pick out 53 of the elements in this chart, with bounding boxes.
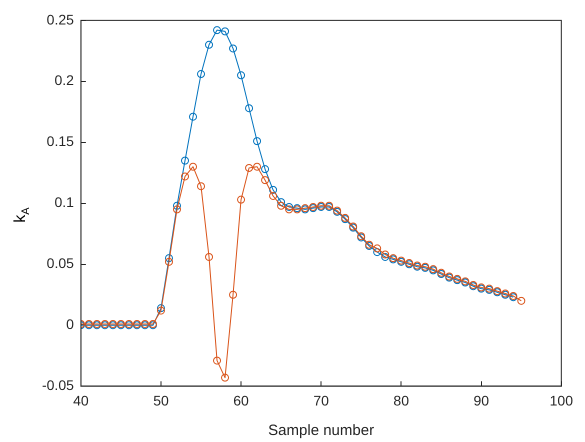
point [245, 104, 254, 112]
point [205, 252, 214, 261]
y-tick-label: 0.15 [46, 133, 74, 150]
point [156, 306, 165, 315]
point [164, 254, 173, 262]
point [221, 374, 230, 382]
point [261, 176, 270, 184]
point [205, 40, 214, 49]
y-tick-label: 0.2 [54, 72, 74, 88]
x-tick-label: 60 [233, 392, 250, 408]
point [164, 258, 173, 266]
point [197, 70, 206, 78]
x-tick-label: 40 [73, 392, 89, 408]
x-axis-title: Sample number [268, 422, 374, 440]
y-tick-label: -0.05 [42, 377, 74, 394]
point [181, 156, 189, 165]
point [253, 137, 262, 146]
point [237, 71, 246, 80]
point [285, 202, 294, 211]
point [197, 182, 206, 190]
point [156, 304, 165, 312]
x-tick-label: 80 [393, 392, 410, 408]
point [277, 198, 286, 206]
point [269, 192, 278, 200]
point [213, 356, 222, 365]
y-tick-label: 0.1 [54, 194, 74, 210]
point [221, 27, 230, 36]
point [269, 186, 278, 194]
point [181, 172, 189, 180]
x-tick-label: 100 [550, 392, 574, 408]
point [285, 205, 294, 214]
point [189, 162, 198, 171]
x-tick-label: 70 [313, 392, 330, 408]
point [172, 202, 181, 210]
point [277, 202, 286, 210]
point [237, 196, 246, 204]
point [261, 165, 270, 174]
point [229, 290, 238, 299]
point [189, 112, 198, 121]
point [517, 296, 526, 305]
point [213, 26, 222, 34]
point [253, 162, 262, 171]
x-tick-label: 90 [473, 392, 490, 408]
x-tick-label: 50 [153, 392, 169, 408]
point [172, 205, 181, 214]
point [381, 252, 390, 261]
point [245, 164, 254, 172]
point [229, 44, 238, 52]
y-tick-label: 0.05 [46, 255, 74, 272]
point [373, 248, 382, 256]
y-tick-label: 0 [66, 316, 74, 332]
y-tick-label: 0.25 [46, 11, 74, 28]
point [373, 244, 382, 252]
